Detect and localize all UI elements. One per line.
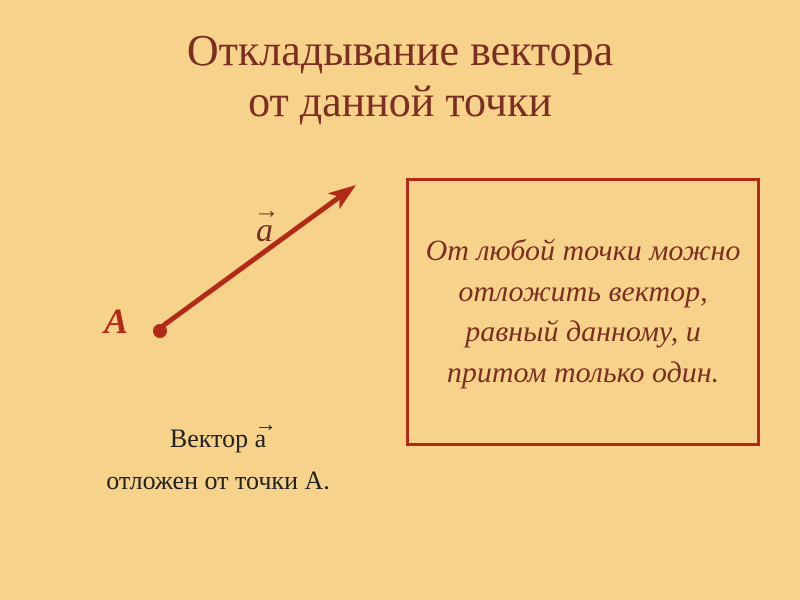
caption-vector-a: →а: [255, 418, 267, 460]
point-a-dot: [153, 324, 167, 338]
title-line-2: от данной точки: [248, 77, 552, 126]
slide-title: Откладывание вектора от данной точки: [0, 26, 800, 127]
diagram-caption: Вектор →а отложен от точки А.: [78, 418, 358, 501]
caption-line2: отложен от точки А.: [106, 466, 330, 495]
vector-a-overline-arrow: →: [254, 195, 280, 225]
caption-vector-a-overline: →: [255, 406, 267, 441]
theorem-box: От любой точки можно отложить вектор, ра…: [406, 178, 760, 446]
title-line-1: Откладывание вектора: [187, 26, 613, 75]
theorem-text: От любой точки можно отложить вектор, ра…: [423, 231, 743, 393]
vector-a-label: → а: [256, 212, 273, 250]
caption-line1-prefix: Вектор: [170, 424, 255, 453]
point-a-label: A: [104, 300, 128, 342]
